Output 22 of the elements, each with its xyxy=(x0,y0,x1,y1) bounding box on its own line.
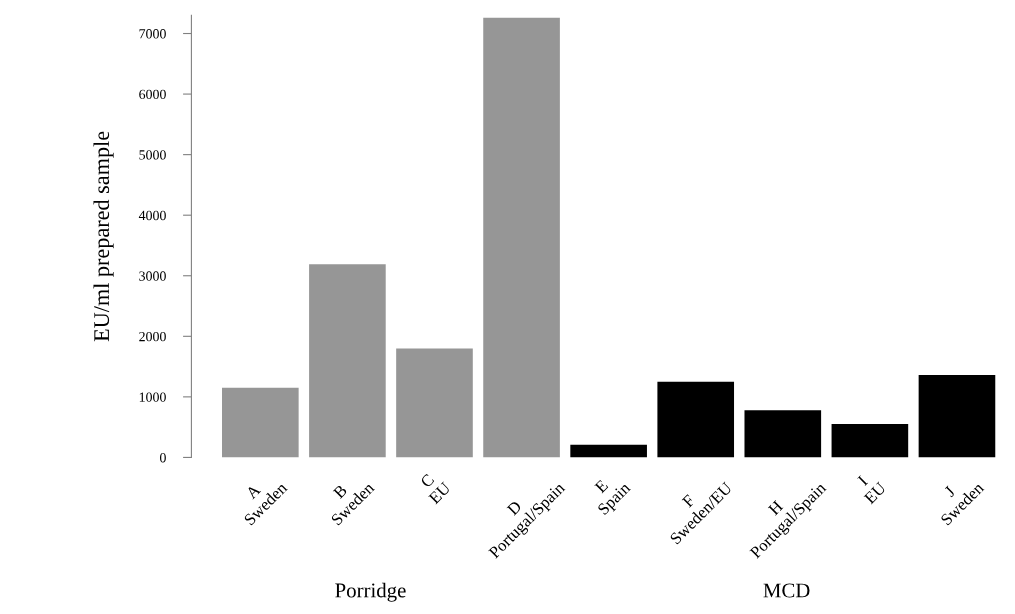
y-tick-label: 2000 xyxy=(139,331,166,342)
y-tick-label: 5000 xyxy=(139,150,166,160)
y-tick-label: 4000 xyxy=(138,210,166,221)
bar xyxy=(657,381,735,458)
text: MCD xyxy=(763,583,810,598)
bar xyxy=(570,444,647,458)
y-axis-title: EU/ml prepared sample xyxy=(93,131,114,342)
y-tick-label: 1000 xyxy=(139,392,166,402)
bar xyxy=(396,348,473,458)
y-tick-label: 0 xyxy=(159,453,166,463)
text: Porridge xyxy=(335,582,406,602)
x-tick-label: C EU xyxy=(419,473,452,505)
bar xyxy=(309,264,386,458)
bar xyxy=(744,410,822,458)
bar xyxy=(483,17,560,458)
bar xyxy=(222,387,299,458)
y-tick-label: 3000 xyxy=(139,271,166,281)
bar xyxy=(918,375,996,458)
bar xyxy=(831,424,909,458)
x-tick-label: I EU xyxy=(857,475,887,505)
y-tick-label: 6000 xyxy=(139,89,166,100)
y-tick-label: 7000 xyxy=(139,29,166,39)
